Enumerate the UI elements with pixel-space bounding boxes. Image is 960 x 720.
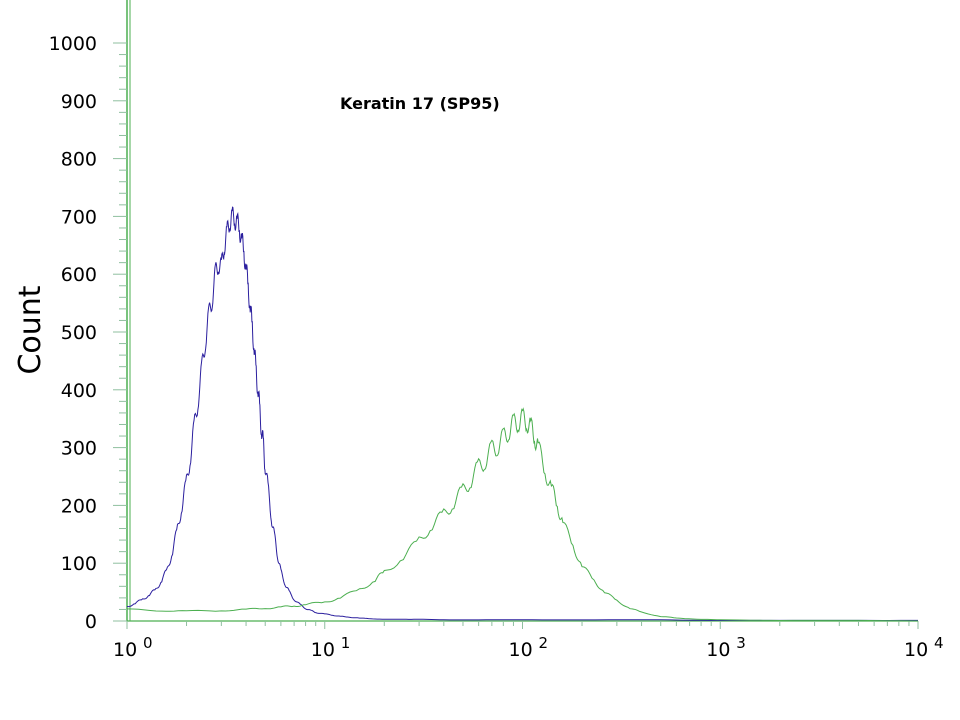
y-tick-label: 1000: [49, 33, 97, 55]
y-tick-label: 400: [61, 380, 97, 402]
series-layer: [126, 206, 919, 622]
x-tick-exponent: 1: [341, 634, 351, 652]
x-tick-label: 10: [706, 639, 730, 661]
y-tick-label: 500: [61, 322, 97, 344]
annotation-label: Keratin 17 (SP95): [340, 94, 500, 113]
y-tick-label: 600: [61, 264, 97, 286]
series-line-2: [126, 407, 919, 622]
x-tick-label: 10: [509, 639, 533, 661]
y-tick-label: 200: [61, 495, 97, 517]
y-axis-title: Count: [13, 285, 48, 374]
x-tick-exponent: 3: [736, 634, 746, 652]
y-tick-label: 700: [61, 206, 97, 228]
x-tick-exponent: 4: [934, 634, 944, 652]
y-tick-label: 300: [61, 438, 97, 460]
y-tick-label: 0: [85, 611, 97, 633]
x-tick-exponent: 0: [143, 634, 153, 652]
x-tick-label: 10: [904, 639, 928, 661]
y-tick-label: 900: [61, 91, 97, 113]
series-line-1: [126, 206, 918, 622]
x-tick-exponent: 2: [539, 634, 549, 652]
x-tick-label: 10: [113, 639, 137, 661]
y-tick-label: 100: [61, 553, 97, 575]
y-tick-label: 800: [61, 149, 97, 171]
x-tick-label: 10: [311, 639, 335, 661]
